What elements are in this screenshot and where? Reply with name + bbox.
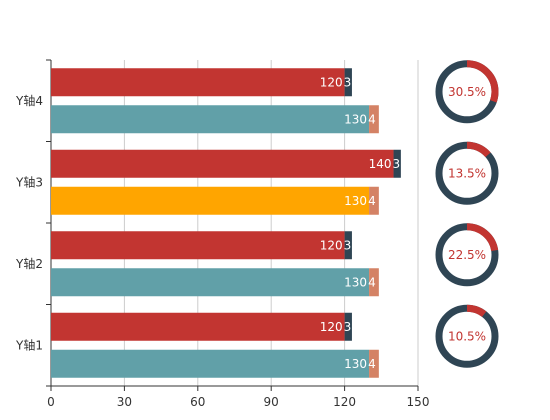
bar-value-label: 4: [368, 194, 376, 208]
x-tick-label: 0: [47, 395, 55, 409]
bar-value-label: 130: [344, 357, 367, 371]
bar-value-label: 140: [369, 157, 392, 171]
bar-segment[interactable]: [344, 312, 352, 341]
y-category-label: Y轴1: [15, 337, 43, 352]
donut-percent-label: 22.5%: [448, 248, 486, 262]
bar-segment[interactable]: [344, 68, 352, 97]
y-category-label: Y轴4: [15, 93, 43, 108]
bar-value-label: 130: [344, 112, 367, 126]
bar-value-label: 3: [393, 157, 401, 171]
donut-progress-arc: [435, 223, 499, 287]
bar-segment[interactable]: [369, 105, 379, 134]
bar-segment[interactable]: [51, 68, 345, 97]
bar-segment[interactable]: [51, 268, 370, 297]
bar-segment[interactable]: [51, 231, 345, 260]
bar-segment[interactable]: [344, 231, 352, 260]
bar-value-label: 4: [368, 112, 376, 126]
x-tick-label: 90: [264, 395, 279, 409]
bar-segment[interactable]: [369, 349, 379, 378]
bar-segment[interactable]: [369, 186, 379, 215]
bar-value-label: 3: [344, 320, 352, 334]
y-category-label: Y轴2: [15, 256, 43, 271]
y-category-label: Y轴3: [15, 174, 43, 189]
x-tick-label: 30: [117, 395, 132, 409]
bar-value-label: 130: [344, 194, 367, 208]
bar-value-label: 4: [368, 275, 376, 289]
bar-value-label: 120: [320, 75, 343, 89]
bar-value-label: 4: [368, 357, 376, 371]
bar-segment[interactable]: [51, 105, 370, 134]
bar-segment[interactable]: [393, 149, 401, 178]
bar-value-label: 3: [344, 238, 352, 252]
donut-percent-label: 13.5%: [448, 166, 486, 180]
bar-segment[interactable]: [51, 349, 370, 378]
bar-segment[interactable]: [51, 312, 345, 341]
donut-progress-arc: [435, 141, 499, 205]
bar-value-label: 120: [320, 238, 343, 252]
x-tick-label: 150: [407, 395, 430, 409]
x-tick-label: 60: [190, 395, 205, 409]
bar-value-label: 130: [344, 275, 367, 289]
bar-value-label: 3: [344, 75, 352, 89]
bar-segment[interactable]: [51, 149, 394, 178]
bar-segment[interactable]: [51, 186, 370, 215]
donut-percent-label: 10.5%: [448, 329, 486, 343]
x-tick-label: 120: [333, 395, 356, 409]
donut-percent-label: 30.5%: [448, 85, 486, 99]
bar-segment[interactable]: [369, 268, 379, 297]
donut-progress-arc: [435, 304, 499, 368]
bar-value-label: 120: [320, 320, 343, 334]
donut-progress-arc: [435, 60, 499, 124]
